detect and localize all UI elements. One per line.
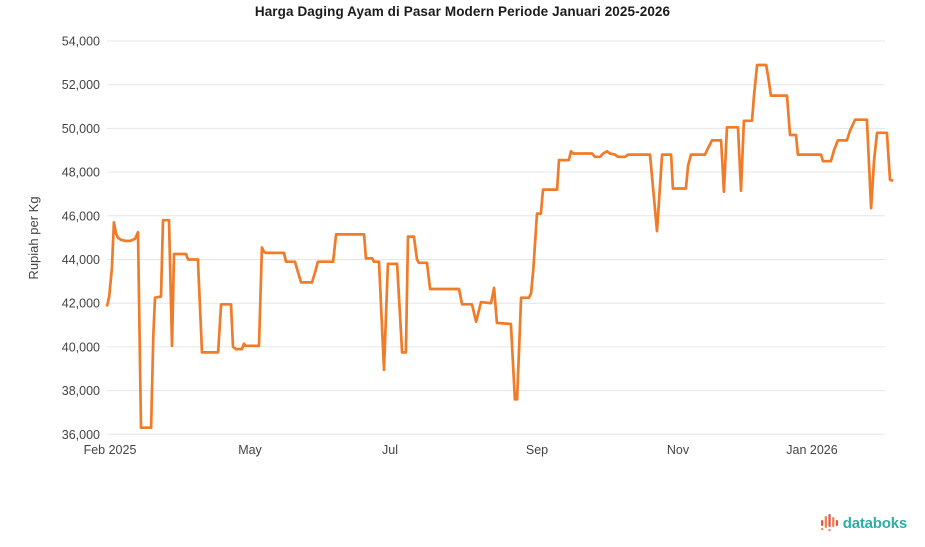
x-tick-label: Jul [382,443,398,457]
x-tick-label: Jan 2026 [786,443,837,457]
y-tick-label: 36,000 [62,428,100,442]
y-tick-label: 44,000 [62,253,100,267]
y-tick-label: 54,000 [62,35,100,49]
y-tick-label: 40,000 [62,340,100,354]
x-tick-label: May [238,443,262,457]
gridlines [107,40,885,435]
chart-title: Harga Daging Ayam di Pasar Modern Period… [254,4,671,19]
y-tick-label: 42,000 [62,297,100,311]
y-tick-label: 52,000 [62,78,100,92]
y-tick-label: 46,000 [62,209,100,223]
x-tick-label: Nov [667,443,690,457]
databoks-wordmark: databoks [842,514,907,532]
price-chart: 36,000 38,000 40,000 42,000 44,000 46,000 48,0… [26,35,894,457]
x-tick-label: Sep [526,443,548,457]
y-tick-label: 50,000 [62,122,100,136]
x-axis-tick-labels: Feb 2025 May Jul Sep Nov Jan 2026 [84,443,838,457]
x-tick-label: Feb 2025 [84,443,137,457]
y-tick-label: 48,000 [62,166,100,180]
databoks-icon [820,514,838,532]
y-axis-title: Rupiah per Kg [26,196,41,279]
y-axis-tick-labels: 36,000 38,000 40,000 42,000 44,000 46,000 48,0… [62,35,100,442]
y-tick-label: 38,000 [62,384,100,398]
databoks-logo[interactable]: databoks [820,513,907,533]
price-line-series [105,63,894,430]
